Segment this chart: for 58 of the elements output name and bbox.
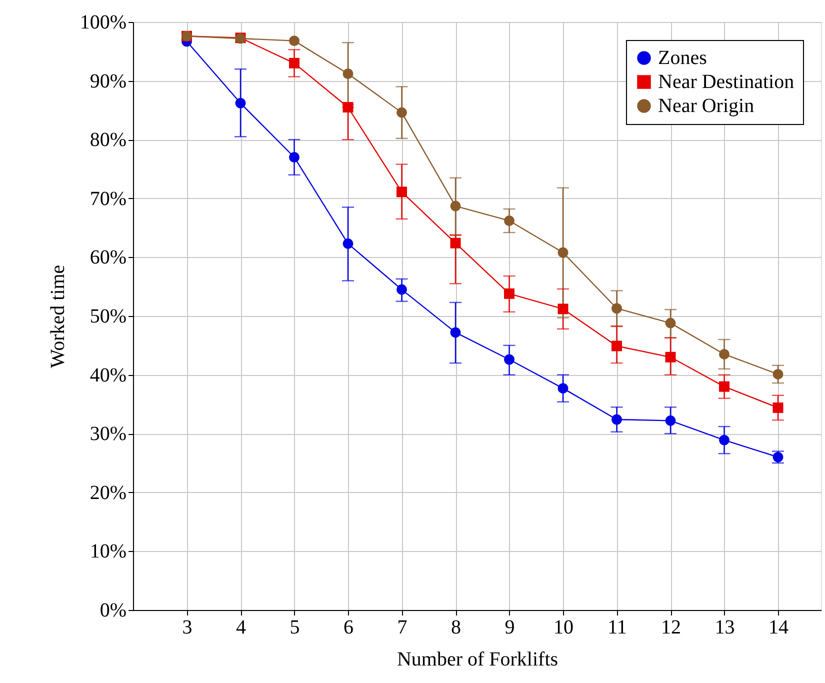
x-tick-label: 11 (608, 616, 627, 638)
x-tick-label: 9 (504, 616, 515, 638)
x-axis-title: Number of Forklifts (396, 648, 558, 670)
point (289, 58, 300, 68)
point (450, 200, 461, 212)
point (342, 102, 354, 113)
point (665, 318, 676, 328)
x-tick-label: 3 (182, 616, 192, 638)
y-tick-label: 10% (90, 540, 126, 563)
point (450, 327, 461, 338)
x-tick-label: 14 (768, 616, 788, 638)
point (558, 383, 568, 394)
y-tick-label: 0% (100, 600, 126, 622)
point (665, 352, 676, 362)
y-tick-label: 60% (90, 246, 126, 269)
legend-label: Near Destination (658, 71, 794, 93)
point (719, 348, 730, 360)
point (342, 238, 354, 249)
point (289, 152, 300, 162)
x-tick-label: 5 (290, 616, 300, 638)
x-tick-label: 10 (554, 616, 574, 638)
point (772, 368, 784, 380)
x-tick-label: 8 (451, 616, 461, 638)
point (289, 36, 300, 46)
point (504, 216, 514, 226)
point (396, 107, 407, 118)
point (558, 304, 568, 314)
y-tick-label: 30% (90, 423, 126, 446)
x-tick-label: 4 (236, 616, 246, 638)
y-tick-label: 70% (90, 188, 126, 210)
point (612, 340, 622, 352)
y-tick-label: 100% (80, 12, 126, 34)
point (665, 415, 676, 426)
x-tick-label: 6 (344, 616, 354, 638)
point (504, 354, 514, 365)
y-tick-label: 50% (90, 306, 126, 328)
point (719, 434, 730, 446)
point (450, 238, 461, 248)
point (612, 303, 622, 314)
point (558, 247, 568, 258)
point (396, 186, 407, 198)
x-tick-label: 13 (714, 616, 735, 638)
x-tick-label: 12 (661, 616, 681, 638)
y-tick-label: 80% (90, 129, 126, 152)
point (612, 414, 622, 425)
point (396, 284, 407, 295)
point (719, 381, 730, 392)
point (504, 288, 514, 299)
y-tick-label: 20% (90, 482, 126, 504)
point (772, 402, 784, 413)
point (235, 98, 246, 108)
legend-label: Near Origin (658, 95, 754, 117)
x-tick-label: 7 (397, 616, 408, 638)
y-tick-label: 40% (90, 364, 126, 386)
legend-label: Zones (658, 47, 708, 69)
y-tick-label: 90% (90, 70, 126, 92)
point (342, 68, 354, 79)
y-axis-title: Worked time (46, 264, 69, 368)
